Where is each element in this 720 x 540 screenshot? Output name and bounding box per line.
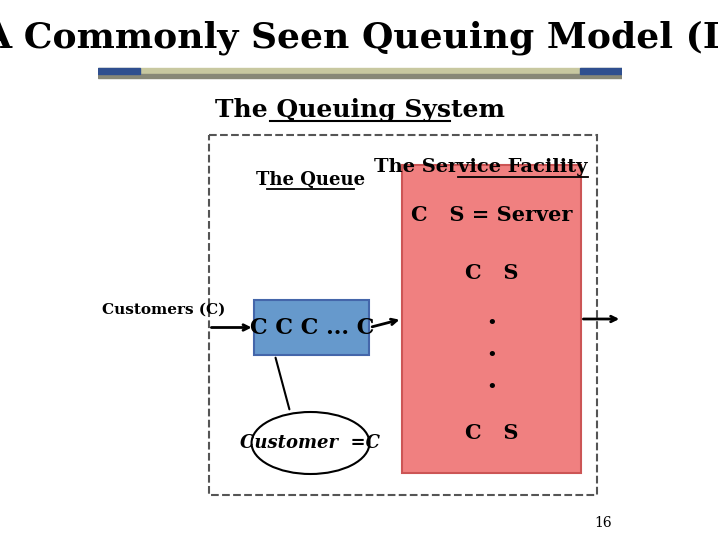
Bar (580, 68, 622, 74)
Bar (254, 300, 369, 355)
Text: •: • (486, 314, 497, 332)
Bar (402, 165, 580, 473)
Text: C   S = Server: C S = Server (410, 205, 572, 225)
Text: C   S: C S (464, 423, 518, 443)
Text: Customers (C): Customers (C) (102, 302, 225, 316)
Text: C C C ... C: C C C ... C (250, 316, 374, 339)
Text: •: • (486, 378, 497, 396)
Text: The Queuing System: The Queuing System (215, 98, 505, 122)
Text: •: • (486, 346, 497, 364)
Text: Customer  =C: Customer =C (240, 434, 380, 452)
Text: 16: 16 (594, 516, 612, 530)
Text: The Queue: The Queue (256, 171, 365, 189)
Bar (98, 68, 622, 74)
Bar (98, 68, 140, 74)
Text: A Commonly Seen Queuing Model (I): A Commonly Seen Queuing Model (I) (0, 21, 720, 55)
FancyBboxPatch shape (209, 135, 597, 495)
Ellipse shape (251, 412, 369, 474)
Text: C   S: C S (464, 263, 518, 283)
Bar (98, 74, 622, 78)
Text: The Service Facility: The Service Facility (374, 158, 588, 176)
